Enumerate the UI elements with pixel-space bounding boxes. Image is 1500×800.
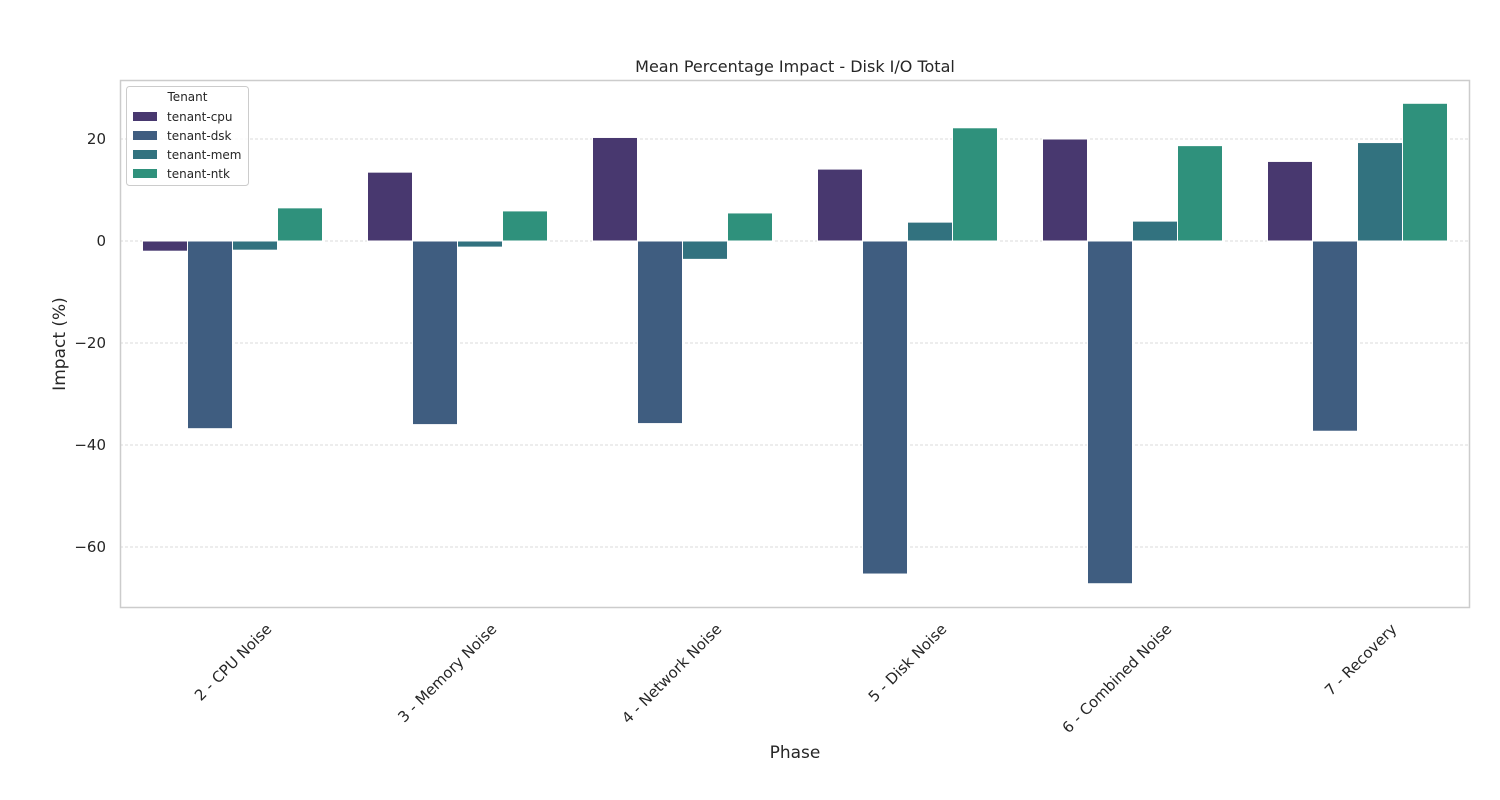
y-tick-label: −60 bbox=[74, 538, 106, 556]
bar-tenant-ntk bbox=[502, 210, 548, 242]
plot-frame bbox=[119, 79, 1471, 609]
bar-tenant-dsk bbox=[1087, 240, 1133, 585]
bar-tenant-mem bbox=[1357, 142, 1403, 242]
chart-title: Mean Percentage Impact - Disk I/O Total bbox=[635, 57, 955, 76]
x-tick-label: 2 - CPU Noise bbox=[191, 620, 275, 704]
bar-tenant-mem bbox=[907, 221, 953, 242]
x-tick-label: 7 - Recovery bbox=[1321, 620, 1400, 699]
bar-tenant-mem bbox=[1132, 220, 1178, 242]
bar-tenant-cpu bbox=[817, 168, 863, 242]
bar-tenant-mem bbox=[682, 240, 728, 260]
bar-tenant-dsk bbox=[637, 240, 683, 425]
legend-swatch bbox=[133, 150, 157, 159]
legend: Tenant tenant-cputenant-dsktenant-memten… bbox=[126, 86, 249, 186]
legend-swatch bbox=[133, 112, 157, 121]
bar-tenant-dsk bbox=[187, 240, 233, 430]
bar-tenant-cpu bbox=[1267, 160, 1313, 242]
x-tick-label: 5 - Disk Noise bbox=[865, 620, 951, 706]
bar-tenant-dsk bbox=[412, 240, 458, 426]
y-axis-title: Impact (%) bbox=[50, 297, 70, 391]
x-axis-title: Phase bbox=[770, 743, 821, 763]
bar-tenant-mem bbox=[457, 240, 503, 248]
legend-label: tenant-ntk bbox=[167, 167, 230, 181]
legend-label: tenant-dsk bbox=[167, 129, 232, 143]
bar-tenant-cpu bbox=[367, 171, 413, 242]
bar-tenant-ntk bbox=[952, 127, 998, 242]
bar-tenant-ntk bbox=[277, 207, 323, 242]
legend-label: tenant-mem bbox=[167, 148, 241, 162]
grid-lines bbox=[120, 138, 1470, 548]
y-axis-ticks: 20 0 −20 −40 −60 bbox=[74, 130, 106, 556]
y-tick-label: 20 bbox=[87, 130, 106, 148]
y-tick-label: 0 bbox=[96, 232, 106, 250]
bar-tenant-dsk bbox=[862, 240, 908, 575]
bar-tenant-cpu bbox=[142, 240, 188, 252]
x-tick-label: 3 - Memory Noise bbox=[394, 620, 500, 726]
legend-swatch bbox=[133, 131, 157, 140]
x-axis-ticks: 2 - CPU Noise 3 - Memory Noise 4 - Network… bbox=[191, 620, 1400, 737]
bar-tenant-ntk bbox=[1177, 145, 1223, 242]
bar-tenant-dsk bbox=[1312, 240, 1358, 432]
bar-tenant-ntk bbox=[1402, 102, 1448, 242]
legend-title: Tenant bbox=[167, 90, 208, 104]
legend-items: tenant-cpu tenant-dsk tenant-mem tenant-ntk bbox=[133, 110, 241, 181]
bar-tenant-ntk bbox=[727, 212, 773, 242]
legend-box bbox=[126, 86, 249, 186]
bar-tenant-cpu bbox=[1042, 138, 1088, 242]
bar-tenant-cpu bbox=[592, 136, 638, 242]
y-tick-label: −40 bbox=[74, 436, 106, 454]
legend-label: tenant-cpu bbox=[167, 110, 233, 124]
legend-swatch bbox=[133, 169, 157, 178]
x-tick-label: 4 - Network Noise bbox=[618, 620, 725, 727]
x-tick-label: 6 - Combined Noise bbox=[1059, 620, 1176, 737]
bar-tenant-mem bbox=[232, 240, 278, 251]
y-tick-label: −20 bbox=[74, 334, 106, 352]
bars bbox=[142, 102, 1448, 585]
